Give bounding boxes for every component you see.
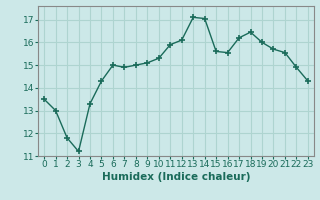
X-axis label: Humidex (Indice chaleur): Humidex (Indice chaleur) [102,172,250,182]
